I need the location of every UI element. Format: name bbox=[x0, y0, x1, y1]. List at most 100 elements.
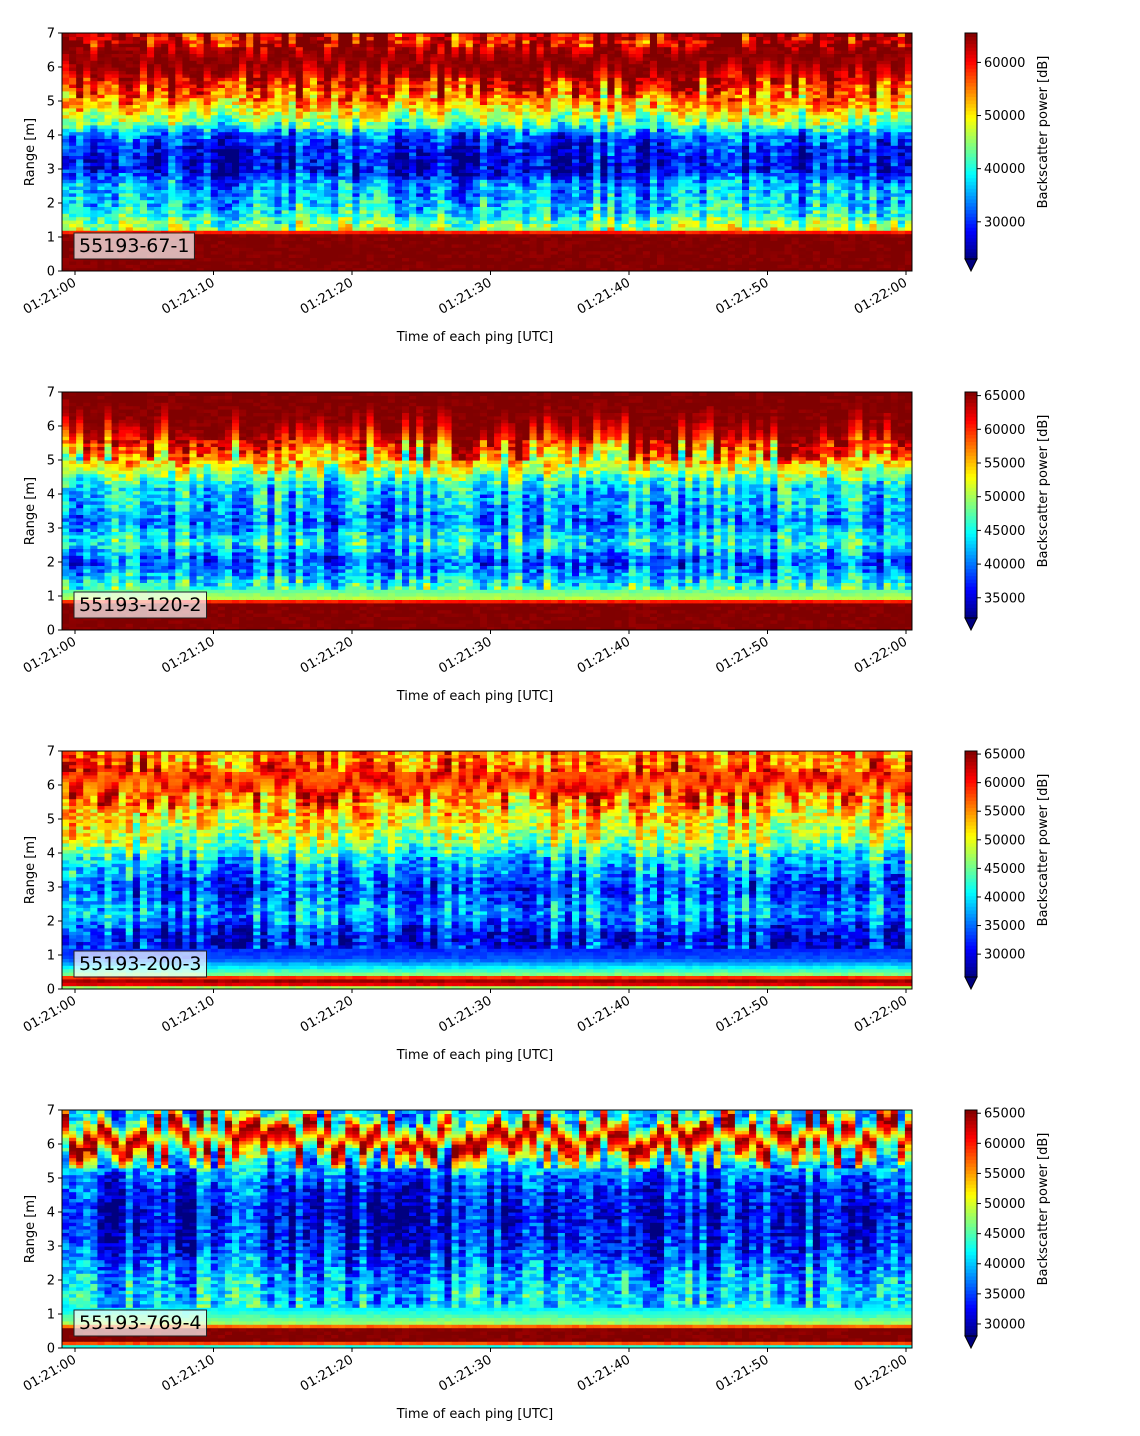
heatmap-cell bbox=[161, 213, 169, 218]
heatmap-cell bbox=[472, 216, 481, 221]
heatmap-cell bbox=[125, 87, 134, 92]
heatmap-cell bbox=[451, 243, 460, 248]
heatmap-cell bbox=[69, 172, 77, 177]
heatmap-cell bbox=[373, 179, 382, 184]
heatmap-cell bbox=[203, 189, 212, 194]
heatmap-cell bbox=[380, 135, 389, 139]
heatmap-cell bbox=[416, 33, 424, 37]
heatmap-cell bbox=[139, 223, 148, 228]
heatmap-cell bbox=[409, 131, 417, 136]
heatmap-cell bbox=[281, 175, 290, 180]
heatmap-cell bbox=[147, 73, 155, 78]
heatmap-cell bbox=[161, 94, 169, 99]
heatmap-cell bbox=[139, 138, 148, 143]
heatmap-cell bbox=[465, 192, 474, 197]
heatmap-cell bbox=[288, 104, 297, 109]
heatmap-cell bbox=[416, 84, 424, 88]
heatmap-cell bbox=[196, 97, 205, 102]
heatmap-cell bbox=[295, 97, 304, 102]
heatmap-cell bbox=[302, 33, 311, 37]
heatmap-cell bbox=[203, 111, 212, 116]
heatmap-cell bbox=[557, 87, 566, 92]
heatmap-cell bbox=[239, 226, 247, 231]
heatmap-cell bbox=[444, 182, 453, 187]
heatmap-cell bbox=[224, 189, 233, 194]
heatmap-cell bbox=[309, 158, 318, 163]
heatmap-cell bbox=[494, 158, 502, 163]
heatmap-cell bbox=[494, 257, 502, 262]
heatmap-cell bbox=[147, 53, 155, 58]
heatmap-cell bbox=[203, 36, 212, 41]
heatmap-cell bbox=[345, 162, 354, 167]
heatmap-cell bbox=[487, 267, 495, 271]
heatmap-cell bbox=[402, 209, 410, 214]
heatmap-cell bbox=[232, 135, 240, 139]
heatmap-cell bbox=[309, 43, 318, 48]
heatmap-cell bbox=[69, 213, 77, 218]
heatmap-cell bbox=[161, 220, 169, 224]
heatmap-cell bbox=[409, 192, 417, 197]
heatmap-cell bbox=[97, 152, 106, 156]
heatmap-cell bbox=[373, 267, 382, 271]
heatmap-cell bbox=[161, 226, 169, 231]
heatmap-cell bbox=[147, 186, 155, 190]
heatmap-cell bbox=[402, 192, 410, 197]
heatmap-cell bbox=[76, 56, 84, 61]
heatmap-cell bbox=[373, 189, 382, 194]
heatmap-cell bbox=[139, 104, 148, 109]
heatmap-cell bbox=[522, 243, 531, 248]
heatmap-cell bbox=[352, 138, 361, 143]
heatmap-cell bbox=[387, 165, 396, 170]
heatmap-cell bbox=[203, 118, 212, 122]
heatmap-cell bbox=[246, 94, 254, 99]
heatmap-cell bbox=[111, 155, 120, 160]
heatmap-cell bbox=[437, 73, 446, 78]
heatmap-cell bbox=[324, 216, 332, 221]
heatmap-cell bbox=[394, 230, 403, 235]
heatmap-cell bbox=[331, 84, 339, 88]
heatmap-cell bbox=[338, 107, 346, 112]
heatmap-cell bbox=[324, 230, 332, 235]
heatmap-cell bbox=[472, 172, 481, 177]
heatmap-cell bbox=[147, 260, 155, 265]
heatmap-cell bbox=[317, 260, 325, 265]
heatmap-cell bbox=[387, 73, 396, 78]
heatmap-cell bbox=[536, 267, 545, 271]
heatmap-cell bbox=[423, 230, 431, 235]
heatmap-cell bbox=[302, 77, 311, 82]
heatmap-cell bbox=[324, 114, 332, 119]
heatmap-cell bbox=[62, 70, 70, 75]
heatmap-cell bbox=[217, 60, 226, 65]
heatmap-cell bbox=[154, 213, 162, 218]
heatmap-cell bbox=[359, 148, 368, 153]
heatmap-cell bbox=[224, 240, 233, 245]
heatmap-cell bbox=[380, 87, 389, 92]
heatmap-cell bbox=[508, 216, 516, 221]
heatmap-cell bbox=[324, 43, 332, 48]
heatmap-cell bbox=[274, 63, 283, 68]
heatmap-cell bbox=[536, 192, 545, 197]
heatmap-cell bbox=[331, 70, 339, 75]
heatmap-cell bbox=[309, 60, 318, 65]
heatmap-cell bbox=[309, 172, 318, 177]
heatmap-cell bbox=[302, 124, 311, 129]
heatmap-cell bbox=[62, 226, 70, 231]
heatmap-cell bbox=[76, 131, 84, 136]
heatmap-cell bbox=[487, 172, 495, 177]
heatmap-cell bbox=[111, 67, 120, 71]
heatmap-cell bbox=[529, 145, 538, 150]
heatmap-cell bbox=[83, 260, 91, 265]
heatmap-cell bbox=[352, 141, 361, 146]
heatmap-cell bbox=[246, 80, 254, 85]
heatmap-cell bbox=[550, 50, 559, 54]
heatmap-cell bbox=[423, 243, 431, 248]
heatmap-cell bbox=[62, 87, 70, 92]
heatmap-cell bbox=[487, 213, 495, 218]
heatmap-cell bbox=[111, 111, 120, 116]
heatmap-cell bbox=[125, 220, 134, 224]
heatmap-cell bbox=[444, 124, 453, 129]
heatmap-cell bbox=[309, 121, 318, 126]
heatmap-cell bbox=[331, 128, 339, 133]
heatmap-cell bbox=[189, 169, 198, 173]
heatmap-cell bbox=[416, 158, 424, 163]
